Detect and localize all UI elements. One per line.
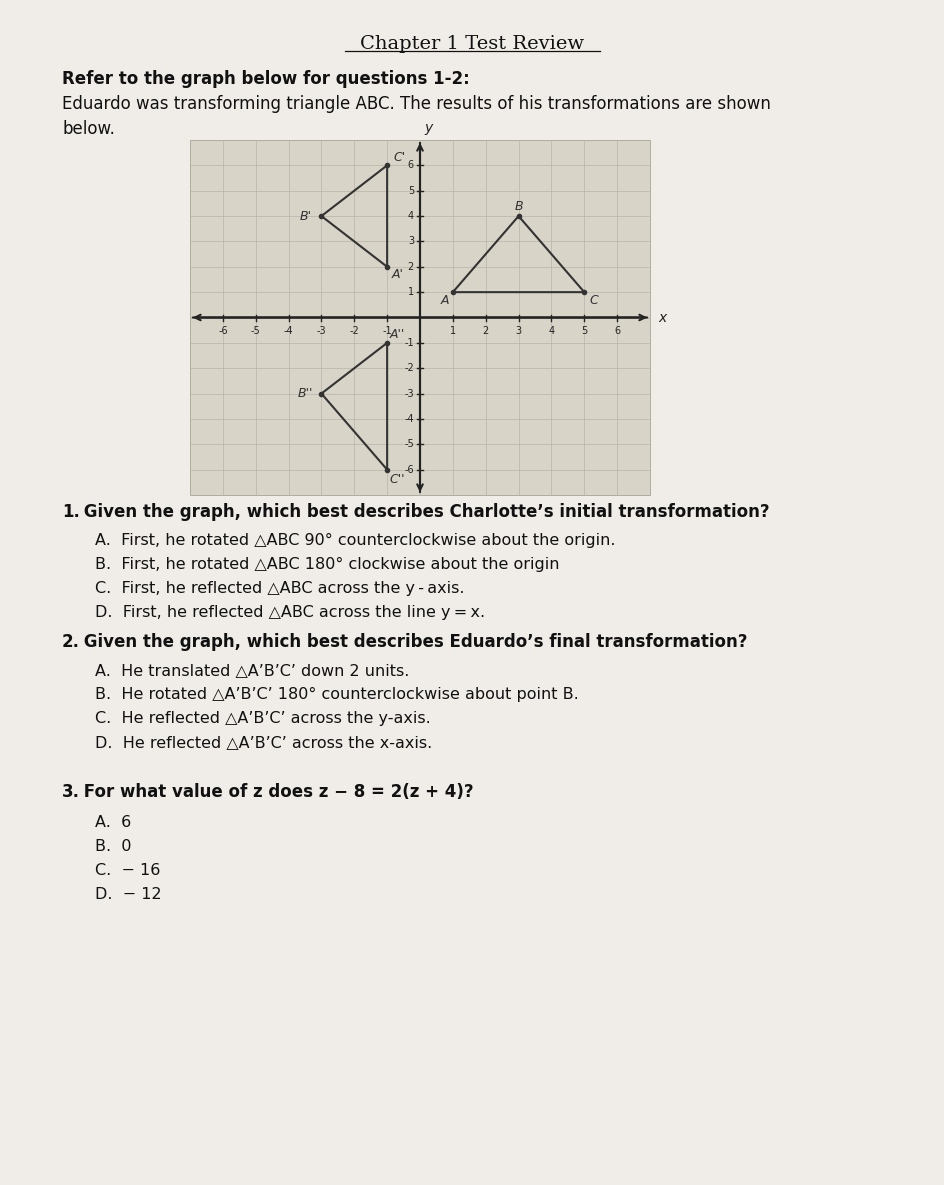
Text: B.  He rotated △A’B’C’ 180° counterclockwise about point B.: B. He rotated △A’B’C’ 180° counterclockw… <box>95 687 578 702</box>
Text: -1: -1 <box>404 338 413 348</box>
Text: 5: 5 <box>407 186 413 196</box>
Text: C: C <box>589 294 598 307</box>
Text: A.  He translated △A’B’C’ down 2 units.: A. He translated △A’B’C’ down 2 units. <box>95 662 409 678</box>
Text: B.  First, he rotated △ABC 180° clockwise about the origin: B. First, he rotated △ABC 180° clockwise… <box>95 557 559 572</box>
Text: C.  − 16: C. − 16 <box>95 863 160 878</box>
Text: Given the graph, which best describes Charlotte’s initial transformation?: Given the graph, which best describes Ch… <box>78 502 768 521</box>
Text: 1.: 1. <box>62 502 80 521</box>
Text: A': A' <box>391 268 403 281</box>
Text: y: y <box>424 121 431 135</box>
Text: 3.: 3. <box>62 783 80 801</box>
Text: B': B' <box>299 210 312 223</box>
Text: 4: 4 <box>548 327 554 337</box>
Text: D.  − 12: D. − 12 <box>95 888 161 902</box>
Text: For what value of z does z − 8 = 2(z + 4)?: For what value of z does z − 8 = 2(z + 4… <box>78 783 473 801</box>
Text: -4: -4 <box>283 327 293 337</box>
Text: 1: 1 <box>408 287 413 297</box>
Text: x: x <box>657 310 666 325</box>
Text: 3: 3 <box>408 237 413 246</box>
Text: D.  He reflected △A’B’C’ across the x-axis.: D. He reflected △A’B’C’ across the x-axi… <box>95 735 431 750</box>
Text: 5: 5 <box>581 327 587 337</box>
Text: 6: 6 <box>614 327 619 337</box>
Text: 2.: 2. <box>62 633 80 651</box>
Text: A'': A'' <box>389 328 404 341</box>
Text: -4: -4 <box>404 414 413 424</box>
Text: D.  First, he reflected △ABC across the line y = x.: D. First, he reflected △ABC across the l… <box>95 606 484 620</box>
Text: Eduardo was transforming triangle ABC. The results of his transformations are sh: Eduardo was transforming triangle ABC. T… <box>62 95 770 113</box>
Text: C'': C'' <box>389 473 404 486</box>
Text: 1: 1 <box>449 327 455 337</box>
Text: -3: -3 <box>404 389 413 398</box>
Text: 2: 2 <box>407 262 413 271</box>
Text: B'': B'' <box>297 387 312 401</box>
Text: A.  First, he rotated △ABC 90° counterclockwise about the origin.: A. First, he rotated △ABC 90° counterclo… <box>95 533 615 547</box>
Text: C.  First, he reflected △ABC across the y - axis.: C. First, he reflected △ABC across the y… <box>95 581 464 596</box>
Text: -2: -2 <box>349 327 359 337</box>
Text: -6: -6 <box>218 327 228 337</box>
Text: -1: -1 <box>382 327 392 337</box>
Text: 2: 2 <box>482 327 488 337</box>
Text: C.  He reflected △A’B’C’ across the y-axis.: C. He reflected △A’B’C’ across the y-axi… <box>95 711 430 726</box>
Text: A: A <box>440 294 448 307</box>
Text: Refer to the graph below for questions 1-2:: Refer to the graph below for questions 1… <box>62 70 469 88</box>
Text: -6: -6 <box>404 465 413 475</box>
Text: below.: below. <box>62 120 115 137</box>
Text: -3: -3 <box>316 327 326 337</box>
Text: -5: -5 <box>404 440 413 449</box>
Text: B.  0: B. 0 <box>95 839 131 854</box>
Text: -2: -2 <box>404 364 413 373</box>
Text: A.  6: A. 6 <box>95 815 131 830</box>
Text: 4: 4 <box>408 211 413 222</box>
Bar <box>190 140 649 495</box>
Text: Given the graph, which best describes Eduardo’s final transformation?: Given the graph, which best describes Ed… <box>78 633 747 651</box>
Text: -5: -5 <box>250 327 261 337</box>
Text: B: B <box>514 199 522 212</box>
Text: C': C' <box>393 150 405 164</box>
Text: Chapter 1 Test Review: Chapter 1 Test Review <box>360 36 583 53</box>
Text: 6: 6 <box>408 160 413 171</box>
Text: 3: 3 <box>515 327 521 337</box>
